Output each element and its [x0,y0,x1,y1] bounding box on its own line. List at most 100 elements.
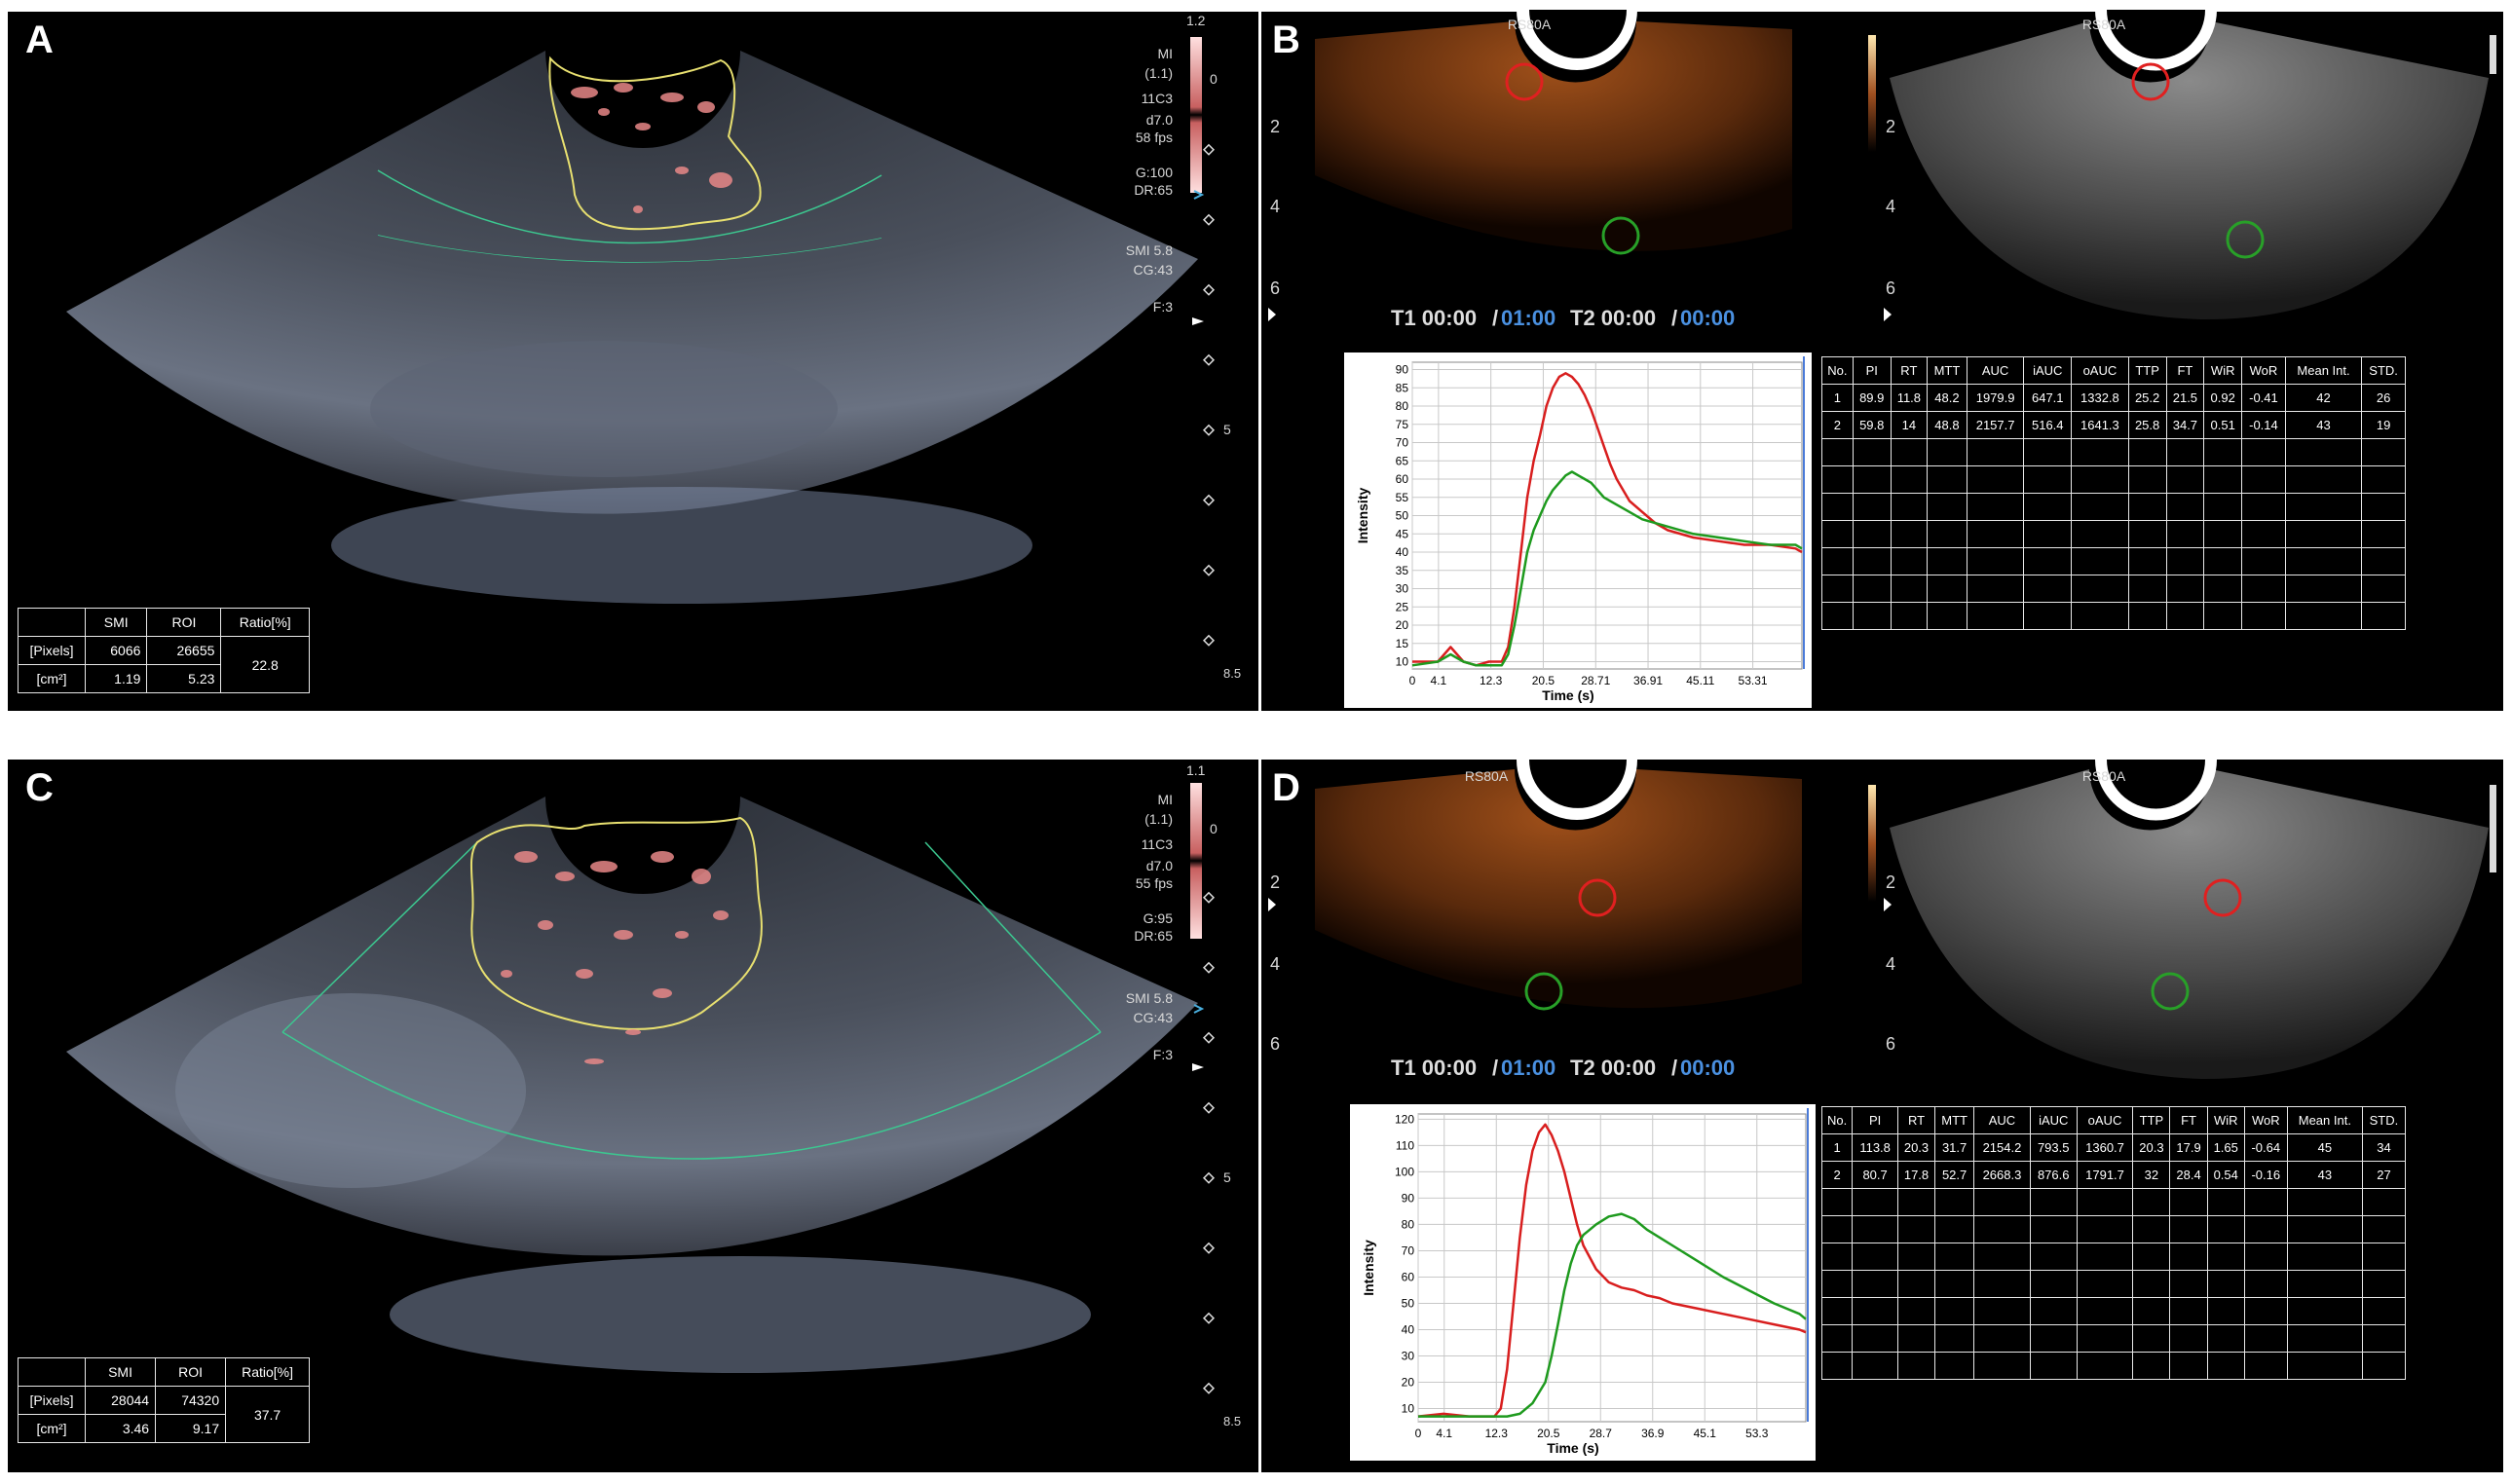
smi-roi-box [377,169,882,244]
empty-cell [1934,1297,1975,1325]
ceus-image [1315,21,1792,251]
table-header: STD. [2361,1106,2407,1134]
grayscale-image [1890,769,2489,1080]
empty-cell [1966,493,2025,521]
empty-cell [1852,547,1892,575]
roi-red [1505,62,1544,101]
table-cell: 48.8 [1927,411,1968,439]
table-cell: 1 [1821,384,1854,412]
smi-color-scale [1190,783,1202,939]
empty-cell [2206,1215,2245,1243]
empty-cell [2169,1324,2208,1353]
empty-cell [2165,438,2205,466]
svg-text:8.5: 8.5 [1223,666,1241,681]
cg-label: CG:43 [1134,262,1174,278]
tic-chart-b: 10 15 20 25 30 35 40 45 50 55 60 65 70 75 80 85 90 0 4.1 12… [1344,352,1812,708]
x-tick-label: 4.1 [1431,674,1447,687]
gain-label: G:95 [1143,910,1174,926]
y-tick-label: 70 [1402,1243,1415,1257]
empty-cell [2023,465,2073,494]
empty-cell [1896,1243,1936,1271]
empty-cell [1852,602,1892,630]
empty-cell [2076,1324,2134,1353]
table-cell: -0.14 [2241,411,2286,439]
y-tick-label: 100 [1395,1165,1414,1178]
panel-c: 1.1 0 MI (1.1) 11C3 d7.0 55 fps G:95 DR:… [8,760,1272,1472]
y-tick-label: 65 [1396,454,1409,467]
x-tick-label: 28.71 [1581,674,1610,687]
empty-cell [2286,1215,2363,1243]
series-line-2 [1411,470,1803,667]
table-cell: 793.5 [2029,1133,2078,1162]
table-cell: 14 [1890,411,1929,439]
x-tick-label: 28.7 [1590,1427,1613,1440]
empty-cell [1927,602,1968,630]
y-tick-label: 10 [1402,1401,1415,1415]
y-tick-label: 60 [1402,1270,1415,1283]
empty-cell [2203,438,2243,466]
empty-cell [2132,1188,2171,1216]
table-cell: 43 [2286,1161,2363,1189]
smi-label: SMI 5.8 [1126,990,1173,1006]
empty-cell [2076,1352,2134,1380]
depth-mark: 2 [1886,872,1895,892]
empty-cell [2127,520,2167,548]
x-tick-label: 53.31 [1739,674,1768,687]
table-cell: 876.6 [2029,1161,2078,1189]
table-cell: 89.9 [1852,384,1892,412]
table-cell: 516.4 [2023,411,2073,439]
depth-mark: 4 [1270,954,1280,974]
empty-cell [2361,465,2406,494]
table-header: MTT [1927,356,1968,385]
svg-text:01:00: 01:00 [1501,306,1555,330]
table-cell: 52.7 [1934,1161,1975,1189]
depth-ticks [1202,891,1216,1394]
y-tick-label: 20 [1396,618,1409,632]
depth-label: d7.0 [1146,112,1173,128]
empty-cell [1966,438,2025,466]
table-cell: 0.92 [2203,384,2243,412]
empty-cell [2071,575,2129,603]
smi-label: SMI 5.8 [1126,242,1173,258]
focus-marker [1192,1063,1204,1071]
table-header: iAUC [2029,1106,2078,1134]
empty-cell [1896,1215,1936,1243]
table-cell: 113.8 [1852,1133,1898,1162]
empty-cell [2132,1243,2171,1271]
svg-text:/: / [1671,1056,1677,1080]
empty-cell [2286,1324,2363,1353]
table-header: AUC [1966,356,2025,385]
empty-cell [2132,1352,2171,1380]
table-cell: 647.1 [2023,384,2073,412]
depth-mark: 6 [1886,278,1895,298]
table-header: STD. [2361,356,2406,385]
table-cell: 1641.3 [2071,411,2129,439]
x-tick-label: 12.3 [1485,1427,1509,1440]
empty-cell [1973,1215,2031,1243]
table-cell: 21.5 [2165,384,2205,412]
table-header: oAUC [2076,1106,2134,1134]
table-header: RT [1890,356,1929,385]
empty-cell [2076,1188,2134,1216]
table-header: FT [2169,1106,2208,1134]
grayscale-image [1890,21,2489,320]
y-tick-label: 10 [1396,655,1409,669]
panel-label-b: B [1272,19,1300,61]
empty-cell [1890,602,1929,630]
empty-cell [2206,1352,2245,1380]
empty-cell [2284,547,2363,575]
empty-cell [1820,1188,1854,1216]
empty-cell [1896,1188,1936,1216]
device-label: RS80A [2082,768,2126,784]
empty-cell [2071,520,2129,548]
empty-cell [1821,547,1854,575]
mi-value: (1.1) [1144,65,1173,81]
roi-green [1524,972,1563,1011]
table-cell: 26 [2361,384,2406,412]
empty-cell [2169,1297,2208,1325]
mi-label: MI [1157,46,1173,61]
svg-text:5: 5 [1223,422,1231,437]
depth-mark: 2 [1270,117,1280,136]
table-cell: 20.3 [1896,1133,1936,1162]
empty-cell [1821,493,1854,521]
